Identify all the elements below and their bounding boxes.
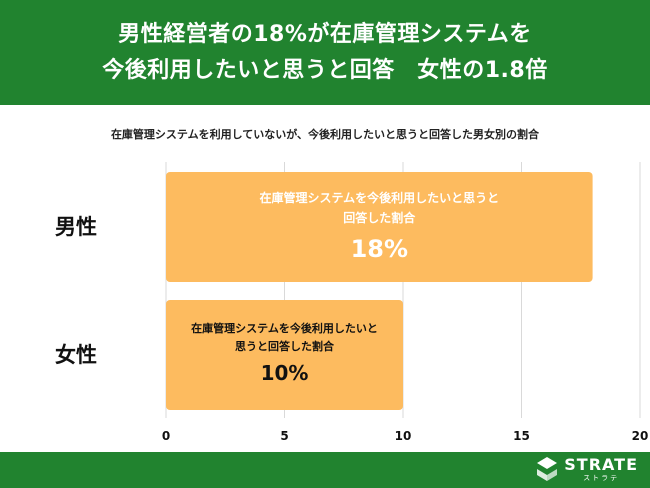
x-tick-label-20: 20 <box>632 429 649 443</box>
footer-banner: STRATE ストラテ <box>0 452 650 488</box>
category-label-female: 女性 <box>55 343 97 367</box>
bar-male <box>166 172 593 282</box>
bar-caption-line2-0: 回答した割合 <box>343 210 416 225</box>
bar-caption-line2-1: 思うと回答した割合 <box>235 339 335 353</box>
x-tick-label-10: 10 <box>395 429 412 443</box>
bar-caption-line1-1: 在庫管理システムを今後利用したいと <box>191 321 378 335</box>
logo-kana: ストラテ <box>583 473 620 482</box>
header-banner: 男性経営者の18%が在庫管理システムを 今後利用したいと思うと回答 女性の1.8… <box>0 0 650 105</box>
bar-value-label-0: 18% <box>351 235 408 263</box>
category-label-male: 男性 <box>55 215 97 239</box>
bar-caption-line1-0: 在庫管理システムを今後利用したいと思うと <box>259 190 499 205</box>
bar-female <box>166 300 403 410</box>
x-tick-label-15: 15 <box>513 429 530 443</box>
x-tick-label-5: 5 <box>280 429 288 443</box>
x-tick-label-0: 0 <box>162 429 170 443</box>
chart-title: 在庫管理システムを利用していないが、今後利用したいと思うと回答した男女別の割合 <box>110 128 540 141</box>
strate-logo-icon <box>537 457 558 481</box>
bar-value-label-1: 10% <box>261 361 309 385</box>
title-line-2: 今後利用したいと思うと回答 女性の1.8倍 <box>102 57 548 83</box>
logo-word: STRATE <box>564 454 638 474</box>
strate-logo: STRATE ストラテ <box>536 456 638 482</box>
title-line-1: 男性経営者の18%が在庫管理システムを <box>118 21 532 47</box>
